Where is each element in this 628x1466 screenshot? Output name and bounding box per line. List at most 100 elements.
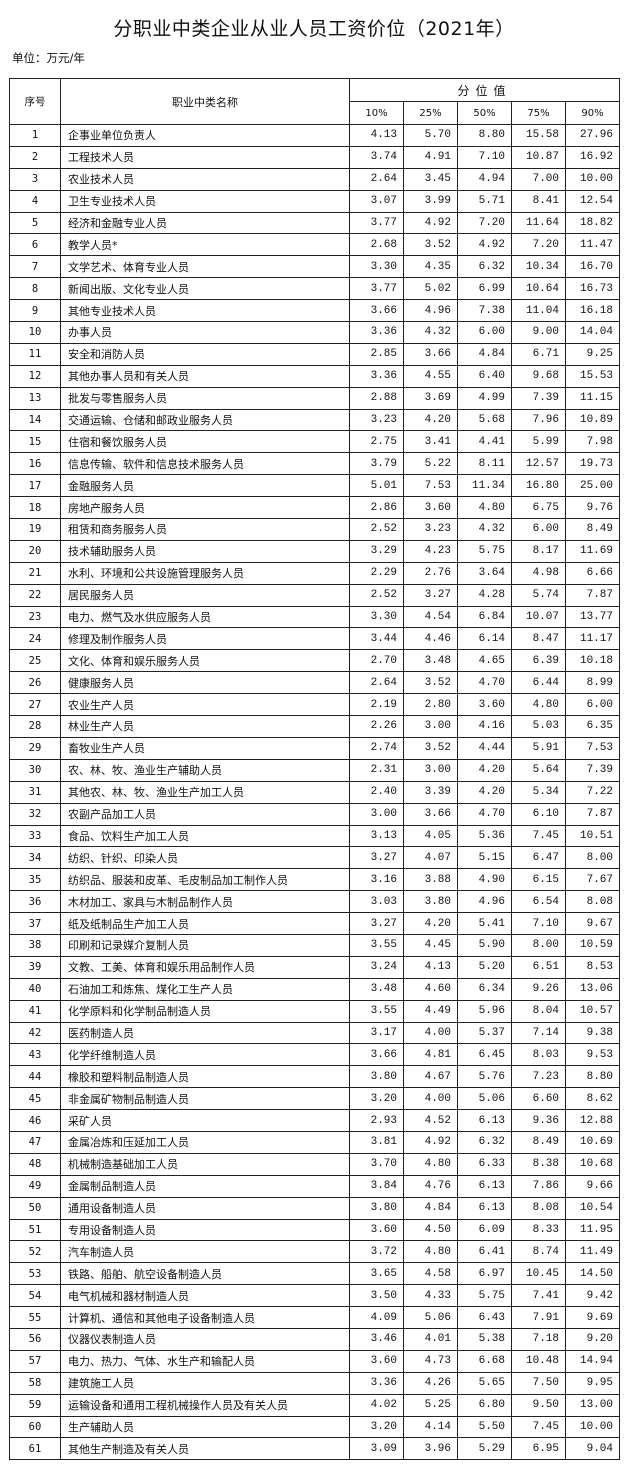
cell-p10: 4.02: [349, 1393, 404, 1417]
cell-p75: 6.44: [511, 671, 566, 695]
cell-p90: 6.35: [565, 715, 620, 738]
table-row: 61 其他生产制造及有关人员 3.09 3.96 5.29 6.95 9.04: [9, 1437, 620, 1461]
cell-p25: 4.58: [403, 1262, 458, 1286]
cell-p25: 4.35: [403, 255, 458, 279]
cell-name: 橡胶和塑料制品制造人员: [60, 1065, 350, 1089]
cell-p10: 5.01: [349, 474, 404, 498]
cell-p75: 9.00: [511, 321, 566, 344]
table-row: 17 金融服务人员 5.01 7.53 11.34 16.80 25.00: [9, 474, 620, 498]
table-row: 36 木材加工、家具与木制品制作人员 3.03 3.80 4.96 6.54 8.08: [9, 890, 620, 914]
cell-p50: 4.20: [457, 780, 512, 804]
cell-p75: 7.18: [511, 1327, 566, 1351]
cell-p50: 5.65: [457, 1371, 512, 1395]
table-row: 57 电力、热力、气体、水生产和输配人员 3.60 4.73 6.68 10.48 14.9…: [9, 1349, 620, 1373]
cell-name: 其他专业技术人员: [60, 299, 350, 323]
table-row: 8 新闻出版、文化专业人员 3.77 5.02 6.99 10.64 16.73: [9, 277, 620, 301]
cell-p90: 15.53: [565, 364, 620, 388]
cell-p25: 3.00: [403, 758, 458, 782]
cell-p90: 8.00: [565, 846, 620, 870]
cell-p75: 6.60: [511, 1087, 566, 1111]
table-row: 1 企事业单位负责人 4.13 5.70 8.80 15.58 27.96: [9, 124, 620, 147]
cell-p75: 7.86: [511, 1174, 566, 1198]
cell-p90: 14.94: [565, 1349, 620, 1373]
cell-p25: 4.92: [403, 211, 458, 235]
cell-no: 4: [9, 189, 61, 213]
cell-p10: 3.07: [349, 189, 404, 213]
cell-name: 生产辅助人员: [60, 1415, 350, 1439]
cell-p90: 9.25: [565, 342, 620, 366]
cell-p75: 6.39: [511, 649, 566, 673]
table-row: 16 信息传输、软件和信息技术服务人员 3.79 5.22 8.11 12.57 19.73: [9, 452, 620, 476]
header-p75: 75%: [511, 101, 566, 125]
cell-p75: 7.00: [511, 167, 566, 191]
header-percentile-row: 10% 25% 50% 75% 90%: [10, 101, 620, 125]
cell-p10: 3.74: [349, 145, 404, 169]
cell-no: 27: [9, 693, 61, 717]
cell-p10: 3.60: [349, 1349, 404, 1373]
cell-p25: 4.96: [403, 299, 458, 323]
cell-p90: 10.89: [565, 408, 620, 432]
header-p25: 25%: [403, 101, 458, 125]
cell-no: 42: [9, 1021, 61, 1045]
cell-p25: 4.92: [403, 1130, 458, 1154]
cell-p75: 6.47: [511, 846, 566, 870]
cell-p90: 7.87: [565, 583, 620, 607]
table-row: 32 农副产品加工人员 3.00 3.66 4.70 6.10 7.87: [9, 802, 620, 826]
cell-name: 电力、热力、气体、水生产和输配人员: [60, 1349, 350, 1373]
cell-no: 15: [9, 430, 61, 454]
cell-p10: 3.48: [349, 977, 404, 1001]
cell-no: 10: [9, 321, 61, 344]
cell-p90: 7.67: [565, 868, 620, 892]
cell-p50: 4.28: [457, 583, 512, 607]
cell-p50: 6.13: [457, 1109, 512, 1132]
header-row: 序号 职业中类名称 分位值: [9, 78, 620, 125]
cell-p50: 5.50: [457, 1415, 512, 1439]
cell-p90: 16.73: [565, 277, 620, 301]
table-row: 51 专用设备制造人员 3.60 4.50 6.09 8.33 11.95: [9, 1218, 620, 1242]
cell-p25: 3.39: [403, 780, 458, 804]
cell-p10: 2.52: [349, 518, 404, 541]
cell-p90: 11.47: [565, 233, 620, 257]
table-row: 39 文教、工美、体育和娱乐用品制作人员 3.24 4.13 5.20 6.51 8.53: [9, 955, 620, 979]
cell-p50: 5.38: [457, 1327, 512, 1351]
cell-p10: 3.46: [349, 1327, 404, 1351]
cell-no: 5: [9, 211, 61, 235]
cell-p75: 6.95: [511, 1437, 566, 1461]
cell-no: 28: [9, 715, 61, 738]
table-row: 56 仪器仪表制造人员 3.46 4.01 5.38 7.18 9.20: [9, 1327, 620, 1351]
cell-name: 其他办事人员和有关人员: [60, 364, 350, 388]
cell-p10: 3.84: [349, 1174, 404, 1198]
table-row: 4 卫生专业技术人员 3.07 3.99 5.71 8.41 12.54: [9, 189, 620, 213]
cell-p90: 7.22: [565, 780, 620, 804]
cell-name: 印刷和记录媒介复制人员: [60, 933, 350, 957]
cell-p10: 3.00: [349, 802, 404, 826]
cell-p10: 3.30: [349, 255, 404, 279]
cell-no: 44: [9, 1065, 61, 1089]
cell-name: 纺织品、服装和皮革、毛皮制品加工制作人员: [60, 868, 350, 892]
cell-p10: 3.70: [349, 1152, 404, 1176]
cell-p90: 10.00: [565, 167, 620, 191]
cell-p90: 9.53: [565, 1043, 620, 1067]
cell-p90: 19.73: [565, 452, 620, 476]
cell-p50: 6.45: [457, 1043, 512, 1067]
cell-p10: 3.72: [349, 1240, 404, 1264]
cell-p50: 4.96: [457, 890, 512, 914]
table-row: 43 化学纤维制造人员 3.66 4.81 6.45 8.03 9.53: [9, 1043, 620, 1067]
header-percentile-group: 分位值: [349, 78, 620, 102]
cell-p75: 7.45: [511, 824, 566, 848]
cell-p50: 8.80: [457, 124, 512, 147]
cell-no: 39: [9, 955, 61, 979]
cell-p50: 4.84: [457, 342, 512, 366]
cell-name: 教学人员*: [60, 233, 350, 257]
table-row: 33 食品、饮料生产加工人员 3.13 4.05 5.36 7.45 10.51: [9, 824, 620, 848]
header-p50: 50%: [457, 101, 512, 125]
cell-p25: 4.73: [403, 1349, 458, 1373]
table-row: 19 租赁和商务服务人员 2.52 3.23 4.32 6.00 8.49: [9, 518, 620, 541]
cell-p75: 7.20: [511, 233, 566, 257]
cell-no: 23: [9, 605, 61, 629]
cell-p25: 4.20: [403, 408, 458, 432]
cell-p75: 10.48: [511, 1349, 566, 1373]
cell-p10: 4.13: [349, 124, 404, 147]
cell-name: 文教、工美、体育和娱乐用品制作人员: [60, 955, 350, 979]
cell-p50: 3.60: [457, 693, 512, 717]
